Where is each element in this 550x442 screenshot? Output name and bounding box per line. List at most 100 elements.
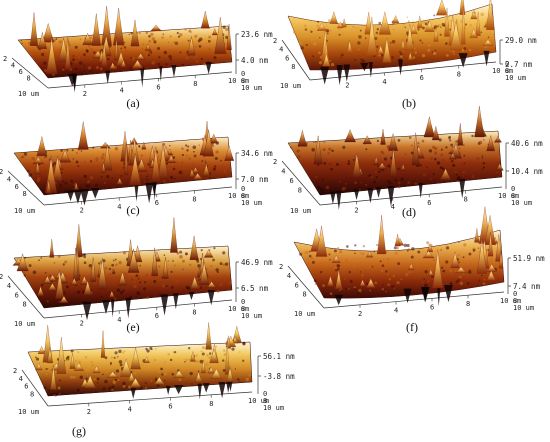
surface-texture <box>323 162 327 165</box>
y-axis-tick-label: 8 <box>302 290 306 298</box>
surface-texture <box>122 289 125 292</box>
surface-texture <box>145 32 148 35</box>
surface-texture <box>378 53 381 57</box>
surface-texture <box>120 175 123 177</box>
surface-texture <box>85 369 90 373</box>
surface-texture <box>334 269 338 272</box>
surface-texture <box>242 341 246 345</box>
surface-peak <box>52 156 63 182</box>
surface-texture <box>419 165 422 167</box>
surface-texture <box>153 40 157 44</box>
surface-peak <box>432 249 444 289</box>
surface-texture <box>329 163 331 165</box>
surface-texture <box>161 284 166 288</box>
surface-texture <box>382 283 384 286</box>
surface-texture <box>471 134 474 138</box>
surface-peak <box>92 365 101 374</box>
y-axis-tick-label: 8 <box>26 75 30 83</box>
surface-texture <box>215 150 219 154</box>
surface-texture <box>318 51 321 55</box>
x-axis-tick-label: 6 <box>155 199 159 207</box>
surface-pit <box>444 284 453 303</box>
surface-pit <box>165 385 171 395</box>
surface-texture <box>396 246 399 250</box>
surface-texture <box>157 249 160 251</box>
surface-texture <box>169 144 171 147</box>
surface-texture <box>397 138 401 142</box>
surface-texture <box>63 67 65 69</box>
surface-texture <box>116 288 121 293</box>
surface-texture <box>57 386 61 390</box>
surface-pit <box>197 383 202 400</box>
surface-peak <box>426 242 434 253</box>
surface-texture <box>399 52 403 56</box>
surface-pit <box>145 182 153 204</box>
surface-texture <box>413 47 416 50</box>
surface-peak <box>449 21 463 51</box>
surface-texture <box>163 50 168 55</box>
surface-texture <box>467 270 472 274</box>
surface-pit <box>421 286 430 302</box>
surface-texture <box>417 28 420 31</box>
surface-texture <box>163 372 167 376</box>
surface-texture <box>376 139 380 143</box>
surface-texture <box>145 347 148 351</box>
surface-texture <box>44 272 47 274</box>
surface-texture <box>305 43 308 47</box>
surface-peak <box>382 37 392 63</box>
surface-texture <box>421 20 426 24</box>
x-axis-tick-label: 2 <box>345 81 349 89</box>
surface-texture <box>94 183 98 187</box>
surface-pit <box>368 62 373 78</box>
surface-texture <box>345 287 348 290</box>
surface-texture <box>211 144 215 148</box>
surface-texture <box>201 352 205 356</box>
surface-texture <box>138 292 141 296</box>
surface-texture <box>422 160 424 163</box>
surface-peak <box>439 168 452 181</box>
surface-pit <box>160 294 169 316</box>
surface-texture <box>184 358 188 362</box>
right-axis-tick-label: 0 <box>511 185 515 193</box>
surface-texture <box>333 265 338 270</box>
surface-peak <box>129 137 139 145</box>
surface-texture <box>237 378 240 381</box>
surface-texture <box>402 24 405 26</box>
surface-texture <box>89 47 93 52</box>
surface-peak <box>127 248 140 273</box>
surface-texture <box>85 184 89 188</box>
surface-peak <box>376 162 388 170</box>
surface-texture <box>352 25 355 29</box>
surface-texture <box>322 148 326 152</box>
surface-texture <box>387 283 390 286</box>
surface-texture <box>335 162 339 166</box>
surface-peak <box>75 224 83 257</box>
y-axis-tick-label: 4 <box>287 272 291 280</box>
surface-texture <box>46 300 49 303</box>
panel-g: 56.1 nm -3.8 nm 0 8 10 um 2 4 6 8 10 um 2 4 6 8 10 um … <box>0 322 295 442</box>
surface-texture <box>421 139 425 143</box>
surface-texture <box>481 157 484 159</box>
y-axis-end-label: 10 um <box>14 320 35 328</box>
surface-texture <box>114 147 119 151</box>
right-axis-tick-label: 10 um <box>511 199 532 207</box>
surface-texture <box>222 263 225 266</box>
surface-texture <box>166 166 171 170</box>
surface-peak <box>444 7 450 37</box>
surface-texture <box>200 350 203 353</box>
surface-texture <box>171 366 175 370</box>
surface-pit <box>218 382 226 399</box>
x-axis-tick-label: 8 <box>466 300 470 308</box>
surface-peak <box>59 295 69 304</box>
surface-texture <box>208 35 212 39</box>
surface-peak <box>102 144 113 171</box>
surface-texture <box>149 171 152 174</box>
z-axis-max-label: 46.9 nm <box>241 258 273 267</box>
surface-pit <box>82 301 92 321</box>
surface-texture <box>191 383 193 385</box>
surface-texture <box>31 156 35 161</box>
surface-texture <box>138 144 141 148</box>
surface-peak <box>315 225 328 257</box>
surface-peak <box>378 11 391 35</box>
